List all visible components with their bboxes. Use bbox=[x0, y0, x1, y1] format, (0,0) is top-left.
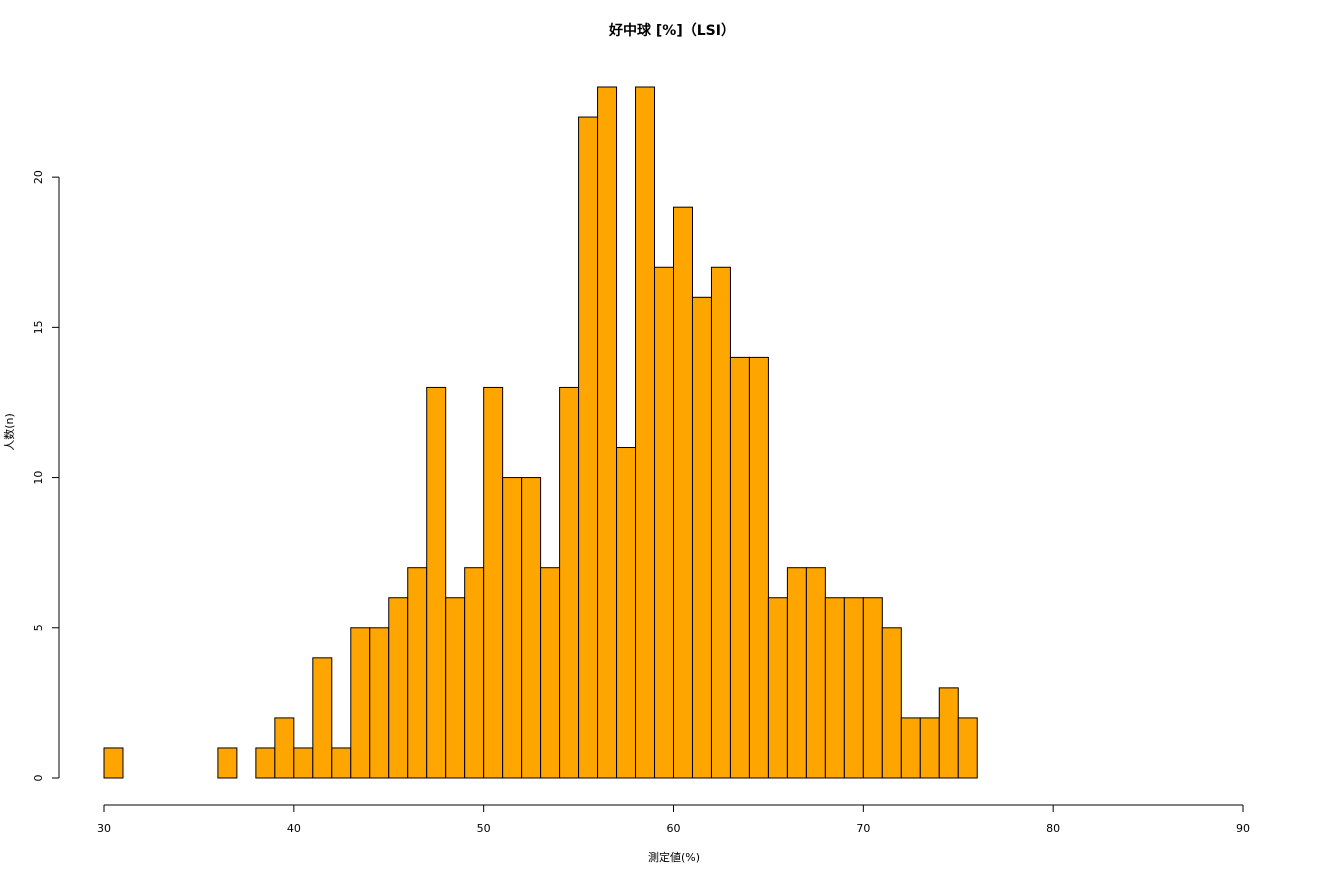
bar bbox=[578, 116, 599, 779]
bar bbox=[483, 386, 504, 779]
bar bbox=[103, 747, 124, 779]
bar bbox=[502, 477, 523, 779]
bar bbox=[691, 296, 712, 779]
bar bbox=[369, 627, 390, 779]
bar bbox=[217, 747, 238, 779]
x-tick-label: 50 bbox=[477, 822, 491, 835]
bar bbox=[293, 747, 314, 779]
bar bbox=[710, 266, 731, 779]
x-axis-label: 測定値(%) bbox=[648, 850, 700, 864]
bar bbox=[654, 266, 674, 779]
bar bbox=[350, 627, 371, 779]
bar bbox=[426, 386, 447, 779]
bar bbox=[521, 477, 542, 779]
bar bbox=[919, 717, 940, 779]
bar bbox=[597, 86, 618, 779]
bar bbox=[862, 597, 883, 779]
y-tick-label: 5 bbox=[32, 624, 45, 631]
bar bbox=[559, 386, 580, 779]
x-tick-label: 60 bbox=[667, 822, 681, 835]
bar bbox=[388, 597, 409, 779]
bar bbox=[445, 597, 466, 779]
y-axis-label: 人数(n) bbox=[3, 413, 16, 451]
chart-title: 好中球 [%]（LSI） bbox=[608, 22, 735, 39]
bar bbox=[824, 597, 845, 779]
bar bbox=[786, 567, 807, 779]
bar bbox=[274, 717, 295, 779]
bar bbox=[881, 627, 902, 779]
bar bbox=[464, 567, 485, 779]
bar bbox=[729, 356, 750, 779]
x-tick-label: 90 bbox=[1236, 822, 1250, 835]
bar bbox=[635, 86, 656, 779]
bar bbox=[331, 747, 352, 779]
bar bbox=[805, 567, 826, 779]
y-tick-label: 10 bbox=[32, 471, 45, 485]
bar bbox=[748, 356, 769, 779]
bar bbox=[312, 657, 333, 779]
bar bbox=[673, 206, 693, 779]
bar bbox=[900, 717, 921, 779]
bar bbox=[938, 687, 959, 779]
y-tick-label: 0 bbox=[32, 775, 45, 782]
x-tick-label: 80 bbox=[1046, 822, 1060, 835]
x-tick-label: 40 bbox=[287, 822, 301, 835]
bar bbox=[540, 567, 561, 779]
x-tick-label: 70 bbox=[856, 822, 870, 835]
bar bbox=[767, 597, 788, 779]
bar bbox=[957, 717, 978, 779]
bar bbox=[255, 747, 276, 779]
y-tick-label: 15 bbox=[32, 320, 45, 334]
bar bbox=[843, 597, 864, 779]
bar bbox=[616, 447, 637, 779]
y-tick-label: 20 bbox=[32, 170, 45, 184]
bar bbox=[407, 567, 428, 779]
x-tick-label: 30 bbox=[97, 822, 111, 835]
